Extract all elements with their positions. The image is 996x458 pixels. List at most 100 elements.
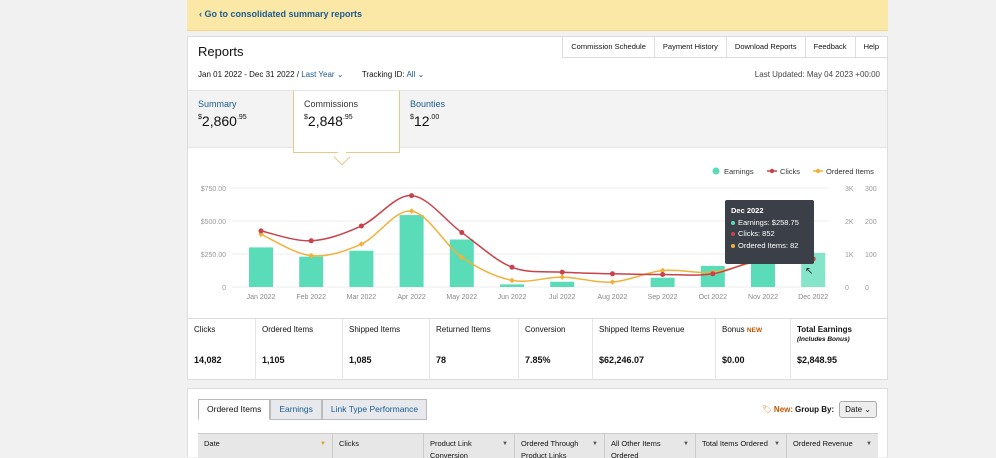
earnings-bar xyxy=(650,277,675,287)
legend-earnings: Earnings xyxy=(724,167,754,176)
period-label: Last Year xyxy=(301,70,335,79)
tab-summary-value: $2,860.95 xyxy=(198,113,247,129)
clicks-point xyxy=(409,193,415,199)
tracking-id-dropdown[interactable]: All ⌄ xyxy=(406,70,424,79)
x-tick-label: Jul 2022 xyxy=(549,294,576,301)
earnings-bar xyxy=(299,256,324,287)
x-tick-label: Nov 2022 xyxy=(748,294,778,301)
group-by-label: Group By: xyxy=(795,405,835,414)
tab-link-type-performance[interactable]: Link Type Performance xyxy=(321,399,428,420)
chevron-down-icon: ⌄ xyxy=(417,70,425,79)
sort-icon: ▼ xyxy=(774,441,780,447)
consolidated-banner: ‹ Go to consolidated summary reports xyxy=(187,0,888,31)
tab-earnings[interactable]: Earnings xyxy=(270,399,322,420)
stat-total-earnings: Total Earnings (Includes Bonus) $2,848.95 xyxy=(797,325,852,365)
new-label: New: xyxy=(773,405,794,414)
ordered-items-point xyxy=(408,208,415,214)
report-filters: Jan 01 2022 - Dec 31 2022 / Last Year ⌄ … xyxy=(198,70,424,79)
x-tick-label: Jan 2022 xyxy=(247,294,276,301)
tab-summary[interactable]: Summary $2,860.95 xyxy=(188,91,293,149)
x-tick-label: Mar 2022 xyxy=(347,294,377,301)
x-tick-label: Sep 2022 xyxy=(648,294,678,301)
clicks-point xyxy=(308,238,314,244)
stat-returned-items: Returned Items 78 xyxy=(430,319,519,380)
ordered-items-point xyxy=(609,279,616,285)
earnings-bar xyxy=(700,265,725,287)
y-left-tick: $750.00 xyxy=(201,186,226,193)
tab-commissions-value: $2,848.95 xyxy=(304,113,353,129)
payment-history-link[interactable]: Payment History xyxy=(655,37,727,57)
x-tick-label: Aug 2022 xyxy=(597,294,627,301)
stat-conversion: Conversion 7.85% xyxy=(519,319,593,380)
tooltip-title: Dec 2022 xyxy=(731,206,764,215)
group-by-control: 🏷 New: Group By: Date ⌄ xyxy=(762,401,877,418)
earnings-bar xyxy=(349,250,374,287)
ordered-items-point xyxy=(458,254,465,261)
new-badge: NEW xyxy=(746,327,763,334)
tab-bounties[interactable]: Bounties $12.00 xyxy=(400,91,500,149)
period-dropdown[interactable]: Last Year ⌄ xyxy=(301,70,343,79)
stats-row: Clicks 14,082 Ordered Items 1,105 Shipped … xyxy=(188,318,887,380)
chevron-down-icon: ⌄ xyxy=(864,405,871,414)
consolidated-reports-link[interactable]: ‹ Go to consolidated summary reports xyxy=(199,9,363,19)
y-left-tick: $250.00 xyxy=(201,252,226,259)
col-ordered-through-links[interactable]: Ordered Through Product Links ▼ xyxy=(515,434,605,458)
stat-ordered-items: Ordered Items 1,105 xyxy=(256,319,343,380)
download-reports-link[interactable]: Download Reports xyxy=(727,37,806,57)
col-all-other-items[interactable]: All Other Items Ordered ▼ xyxy=(605,434,696,458)
col-product-link-conversion[interactable]: Product Link Conversion ▼ xyxy=(424,434,515,458)
summary-tabs: Summary $2,860.95 Commissions $2,848.95 … xyxy=(188,90,887,153)
tab-ordered-items[interactable]: Ordered Items xyxy=(198,399,271,420)
y-right-clicks-tick: 0 xyxy=(845,285,849,292)
stat-shipped-revenue: Shipped Items Revenue $62,246.07 xyxy=(593,319,716,380)
clicks-point xyxy=(710,271,716,277)
help-link[interactable]: Help xyxy=(863,42,879,51)
tag-icon: 🏷 xyxy=(761,405,772,414)
details-card: Ordered Items Earnings Link Type Perform… xyxy=(187,388,888,458)
y-right-clicks-tick: 2K xyxy=(845,219,854,226)
legend-ordered-items: Ordered Items xyxy=(826,167,874,176)
x-tick-label: May 2022 xyxy=(446,294,477,301)
reports-card: Reports Commission Schedule Payment Hist… xyxy=(187,36,888,380)
col-clicks[interactable]: Clicks xyxy=(333,434,424,458)
clicks-point xyxy=(609,271,615,277)
col-date[interactable]: Date ▼ xyxy=(198,434,333,458)
ordered-items-point xyxy=(509,277,515,284)
legend-clicks: Clicks xyxy=(780,167,800,176)
y-right-items-tick: 0 xyxy=(865,285,869,292)
commission-schedule-link[interactable]: Commission Schedule xyxy=(563,37,655,57)
chevron-down-icon: ⌄ xyxy=(336,70,344,79)
tab-bounties-value: $12.00 xyxy=(410,113,440,129)
earnings-bar xyxy=(399,215,424,287)
col-ordered-revenue[interactable]: Ordered Revenue ▼ xyxy=(793,439,872,448)
pointer-cursor-icon: ↖ xyxy=(805,266,814,277)
y-right-items-tick: 100 xyxy=(865,252,877,259)
sort-icon: ▼ xyxy=(866,441,872,447)
col-total-items[interactable]: Total Items Ordered ▼ xyxy=(696,434,787,458)
tooltip-clicks: Clicks: 852 xyxy=(731,228,808,240)
sort-icon: ▼ xyxy=(320,441,326,447)
tab-commissions-label: Commissions xyxy=(304,99,359,109)
group-by-select[interactable]: Date ⌄ xyxy=(839,401,877,418)
chart-tooltip: Dec 2022 Earnings: $258.75 Clicks: 852 O… xyxy=(725,200,814,264)
tab-summary-label: Summary xyxy=(198,99,237,109)
ordered-items-point xyxy=(559,274,566,280)
tab-commissions[interactable]: Commissions $2,848.95 xyxy=(293,91,400,153)
tooltip-earnings: Earnings: $258.75 xyxy=(731,217,808,229)
stat-shipped-items: Shipped Items 1,085 xyxy=(343,319,430,380)
ordered-items-point xyxy=(358,241,365,247)
legend-ordered-items-marker xyxy=(815,168,821,174)
tab-bounties-label: Bounties xyxy=(410,99,446,109)
sort-icon: ▼ xyxy=(592,441,598,447)
clicks-point xyxy=(358,223,364,229)
y-left-tick: $500.00 xyxy=(201,219,226,226)
x-tick-label: Dec 2022 xyxy=(798,294,828,301)
stat-clicks: Clicks 14,082 xyxy=(188,319,256,380)
commissions-chart: $750.00 3K 300 $500.00 2K 200 $250.00 1K 100 0 0 0 J… xyxy=(201,167,877,301)
earnings-bar xyxy=(249,247,273,287)
clicks-point xyxy=(660,271,666,277)
clicks-point xyxy=(559,269,565,275)
feedback-link[interactable]: Feedback xyxy=(806,37,856,57)
earnings-bar xyxy=(500,284,524,287)
last-updated: Last Updated: May 04 2023 +00:00 xyxy=(754,70,880,79)
